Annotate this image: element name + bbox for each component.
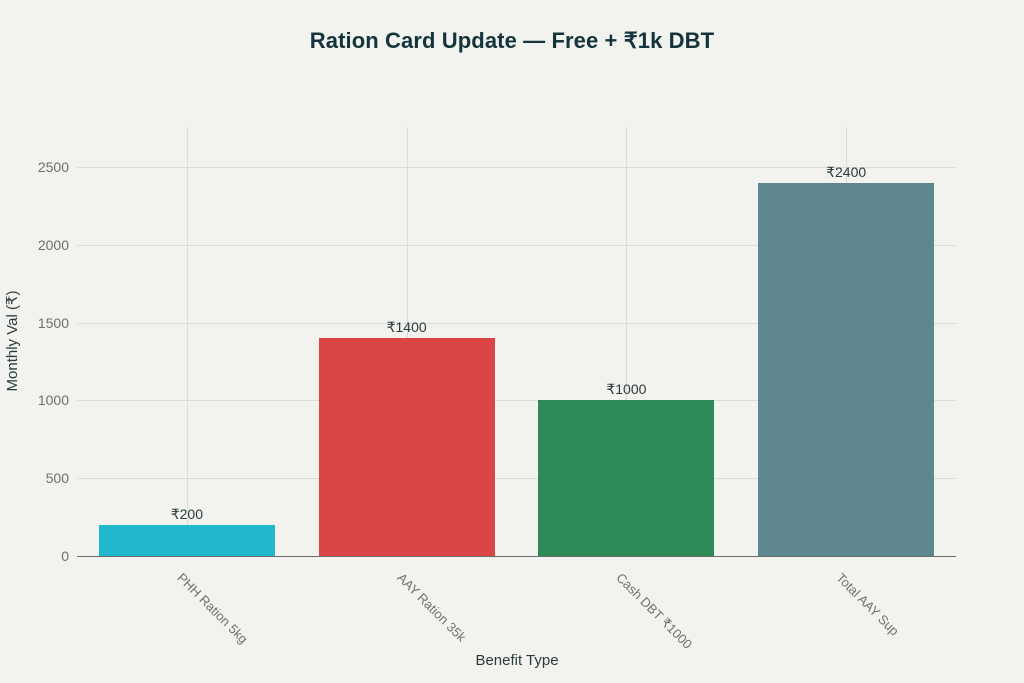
y-tick: 1500 bbox=[37, 314, 69, 331]
x-axis-label: Benefit Type bbox=[475, 652, 559, 669]
bar-value-label: ₹2400 bbox=[826, 163, 867, 180]
bar-value-label: ₹1400 bbox=[386, 319, 427, 336]
y-tick: 0 bbox=[61, 548, 69, 564]
x-axis-line bbox=[77, 556, 956, 557]
y-axis-label: Monthly Val (₹) bbox=[4, 290, 21, 392]
x-tick-label: Cash DBT ₹1000 bbox=[613, 570, 696, 652]
y-tick: 1000 bbox=[37, 392, 69, 409]
h-gridline bbox=[77, 244, 956, 246]
x-tick-label: AAY Ration 35k bbox=[394, 570, 469, 645]
plot-area: ₹200 ₹1400 ₹1000 ₹2400 bbox=[77, 127, 956, 557]
bar-aay-ration bbox=[318, 338, 495, 556]
h-gridline bbox=[77, 400, 956, 402]
y-tick: 500 bbox=[45, 470, 69, 487]
bar-total-aay bbox=[758, 182, 935, 556]
v-gridline bbox=[626, 127, 628, 556]
y-tick: 2000 bbox=[37, 236, 69, 253]
bar-value-label: ₹200 bbox=[170, 505, 203, 522]
v-gridline bbox=[186, 127, 188, 556]
bar-value-label: ₹1000 bbox=[606, 381, 647, 398]
h-gridline bbox=[77, 478, 956, 480]
bar-cash-dbt bbox=[538, 400, 715, 556]
bar-phh-ration bbox=[98, 524, 275, 556]
x-tick-label: PHH Ration 5kg bbox=[174, 570, 251, 647]
y-tick: 2500 bbox=[37, 158, 69, 175]
h-gridline bbox=[77, 166, 956, 168]
chart-title: Ration Card Update — Free + ₹1k DBT bbox=[309, 28, 715, 53]
h-gridline bbox=[77, 322, 956, 324]
x-tick-label: Total AAY Sup bbox=[833, 570, 903, 639]
